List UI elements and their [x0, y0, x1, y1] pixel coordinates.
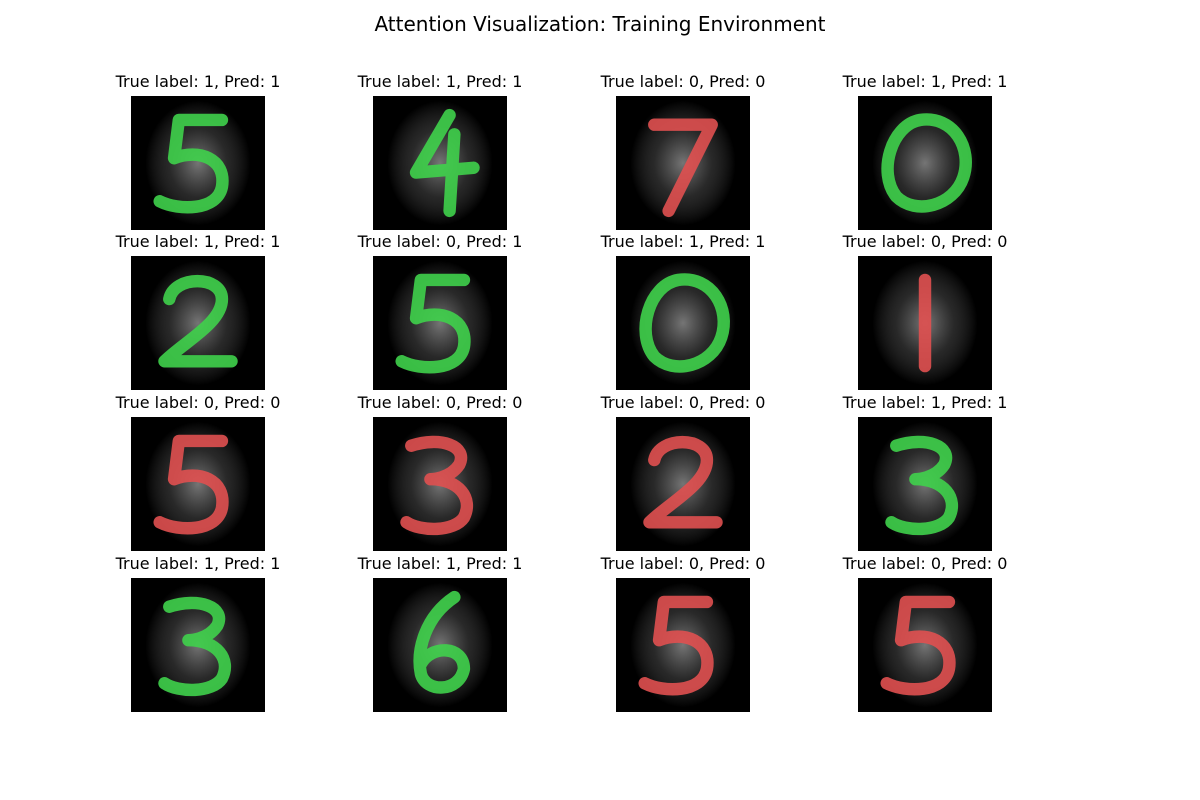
- attention-panel: True label: 0, Pred: 0: [805, 233, 1045, 393]
- attention-image: [858, 96, 992, 230]
- panel-caption: True label: 0, Pred: 0: [600, 393, 766, 412]
- panel-caption: True label: 1, Pred: 1: [115, 232, 281, 251]
- digit-stroke: [158, 274, 238, 368]
- attention-panel: True label: 1, Pred: 1: [78, 73, 318, 233]
- attention-heatmap: [131, 256, 265, 390]
- attention-panel: True label: 0, Pred: 1: [320, 233, 560, 393]
- attention-image: [373, 96, 507, 230]
- attention-image: [858, 578, 992, 712]
- digit-stroke: [153, 434, 229, 535]
- attention-panel: True label: 0, Pred: 0: [563, 555, 803, 715]
- panel-caption: True label: 0, Pred: 0: [357, 393, 523, 412]
- attention-image: [616, 256, 750, 390]
- attention-image: [616, 578, 750, 712]
- digit-stroke: [885, 435, 959, 536]
- digit-stroke: [638, 595, 714, 696]
- panel-caption: True label: 1, Pred: 1: [842, 72, 1008, 91]
- digit-stroke: [395, 273, 471, 374]
- attention-image: [131, 256, 265, 390]
- digit-stroke: [413, 590, 471, 694]
- attention-heatmap: [131, 417, 265, 551]
- attention-image: [858, 256, 992, 390]
- attention-image: [131, 96, 265, 230]
- attention-heatmap: [858, 96, 992, 230]
- attention-panel: True label: 1, Pred: 1: [78, 555, 318, 715]
- attention-heatmap: [616, 256, 750, 390]
- panel-caption: True label: 1, Pred: 1: [600, 232, 766, 251]
- attention-heatmap: [616, 96, 750, 230]
- attention-heatmap: [616, 417, 750, 551]
- attention-panel: True label: 1, Pred: 1: [78, 233, 318, 393]
- attention-heatmap: [858, 578, 992, 712]
- attention-image: [131, 578, 265, 712]
- attention-image: [373, 256, 507, 390]
- digit-stroke: [648, 118, 718, 218]
- attention-heatmap: [131, 578, 265, 712]
- attention-image: [373, 578, 507, 712]
- figure-title: Attention Visualization: Training Enviro…: [374, 12, 826, 36]
- panel-caption: True label: 0, Pred: 0: [600, 72, 766, 91]
- panel-caption: True label: 1, Pred: 1: [115, 554, 281, 573]
- panel-caption: True label: 1, Pred: 1: [357, 554, 523, 573]
- panel-caption: True label: 1, Pred: 1: [115, 72, 281, 91]
- attention-heatmap: [131, 96, 265, 230]
- attention-panel: True label: 0, Pred: 0: [805, 555, 1045, 715]
- attention-heatmap: [858, 256, 992, 390]
- attention-panel: True label: 0, Pred: 0: [563, 73, 803, 233]
- digit-stroke: [881, 113, 972, 213]
- attention-panel: True label: 1, Pred: 1: [563, 233, 803, 393]
- digit-stroke: [153, 113, 229, 214]
- attention-panel: True label: 0, Pred: 0: [320, 394, 560, 554]
- digit-stroke: [409, 108, 480, 218]
- attention-heatmap: [373, 256, 507, 390]
- attention-panel: True label: 1, Pred: 1: [805, 73, 1045, 233]
- attention-heatmap: [373, 578, 507, 712]
- attention-glow: [387, 100, 493, 226]
- panel-caption: True label: 1, Pred: 1: [357, 72, 523, 91]
- attention-heatmap: [858, 417, 992, 551]
- attention-panel: True label: 1, Pred: 1: [320, 555, 560, 715]
- digit-stroke: [158, 596, 232, 697]
- attention-panel: True label: 0, Pred: 0: [563, 394, 803, 554]
- attention-panel: True label: 1, Pred: 1: [805, 394, 1045, 554]
- digit-stroke: [639, 273, 730, 373]
- digit-stroke: [400, 435, 474, 536]
- panel-caption: True label: 0, Pred: 1: [357, 232, 523, 251]
- attention-heatmap: [616, 578, 750, 712]
- panel-caption: True label: 0, Pred: 0: [842, 554, 1008, 573]
- attention-image: [858, 417, 992, 551]
- digit-stroke: [880, 595, 956, 696]
- attention-image: [373, 417, 507, 551]
- attention-heatmap: [373, 417, 507, 551]
- attention-image: [616, 417, 750, 551]
- panel-caption: True label: 0, Pred: 0: [115, 393, 281, 412]
- attention-panel: True label: 0, Pred: 0: [78, 394, 318, 554]
- panel-caption: True label: 0, Pred: 0: [842, 232, 1008, 251]
- panel-caption: True label: 1, Pred: 1: [842, 393, 1008, 412]
- attention-image: [131, 417, 265, 551]
- attention-panel: True label: 1, Pred: 1: [320, 73, 560, 233]
- panel-caption: True label: 0, Pred: 0: [600, 554, 766, 573]
- digit-stroke: [643, 435, 723, 529]
- attention-heatmap: [373, 96, 507, 230]
- attention-image: [616, 96, 750, 230]
